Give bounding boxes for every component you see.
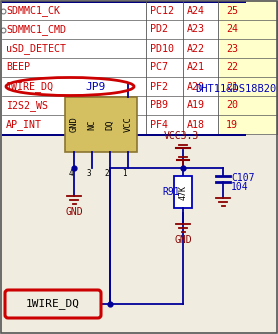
Text: PF2: PF2: [150, 81, 168, 92]
Text: 104: 104: [231, 182, 249, 192]
Text: DQ: DQ: [105, 119, 115, 130]
Text: R91: R91: [162, 187, 180, 197]
Text: VCC3.3: VCC3.3: [163, 131, 198, 141]
Text: PD2: PD2: [150, 24, 168, 34]
Text: uSD_DETECT: uSD_DETECT: [6, 43, 66, 54]
Text: A22: A22: [187, 43, 205, 53]
Text: 25: 25: [226, 5, 238, 15]
Text: A18: A18: [187, 120, 205, 130]
Text: GND: GND: [65, 207, 83, 217]
Text: 4: 4: [68, 169, 73, 178]
Text: 20: 20: [226, 101, 238, 111]
Text: SDMMC1_CK: SDMMC1_CK: [6, 5, 60, 16]
Text: 1WIRE_DQ: 1WIRE_DQ: [6, 81, 54, 92]
Text: A24: A24: [187, 5, 205, 15]
Text: GND: GND: [70, 117, 78, 132]
Text: 24: 24: [226, 24, 238, 34]
Text: 3: 3: [86, 169, 91, 178]
Text: 22: 22: [226, 62, 238, 72]
Text: 19: 19: [226, 120, 238, 130]
Text: JP9: JP9: [86, 82, 106, 92]
Text: C107: C107: [231, 173, 254, 183]
Text: 1: 1: [122, 169, 127, 178]
Text: PD10: PD10: [150, 43, 174, 53]
Text: 21: 21: [226, 81, 238, 92]
Bar: [2, 134, 246, 136]
Text: A23: A23: [187, 24, 205, 34]
Text: DHT11&DS18B20: DHT11&DS18B20: [195, 84, 276, 94]
Text: A19: A19: [187, 101, 205, 111]
FancyBboxPatch shape: [5, 290, 101, 318]
Text: 1WIRE_DQ: 1WIRE_DQ: [26, 299, 80, 310]
Text: SDMMC1_CMD: SDMMC1_CMD: [6, 24, 66, 35]
Text: 47K: 47K: [178, 184, 187, 199]
Bar: [2, 1, 246, 3]
Text: A21: A21: [187, 62, 205, 72]
Bar: [2, 1, 246, 134]
Text: GND: GND: [174, 235, 192, 245]
Text: PC12: PC12: [150, 5, 174, 15]
Text: AP_INT: AP_INT: [6, 119, 42, 130]
Bar: [174, 176, 192, 208]
Bar: [0, 134, 278, 334]
Text: BEEP: BEEP: [6, 62, 30, 72]
Text: I2S2_WS: I2S2_WS: [6, 100, 48, 111]
Text: PC7: PC7: [150, 62, 168, 72]
Text: 2: 2: [104, 169, 109, 178]
Bar: [65, 97, 137, 152]
Text: VCC: VCC: [123, 117, 133, 132]
Bar: [220, 1, 278, 134]
Text: 23: 23: [226, 43, 238, 53]
Text: PF4: PF4: [150, 120, 168, 130]
Text: PB9: PB9: [150, 101, 168, 111]
Text: A20: A20: [187, 81, 205, 92]
Text: NC: NC: [88, 119, 96, 130]
